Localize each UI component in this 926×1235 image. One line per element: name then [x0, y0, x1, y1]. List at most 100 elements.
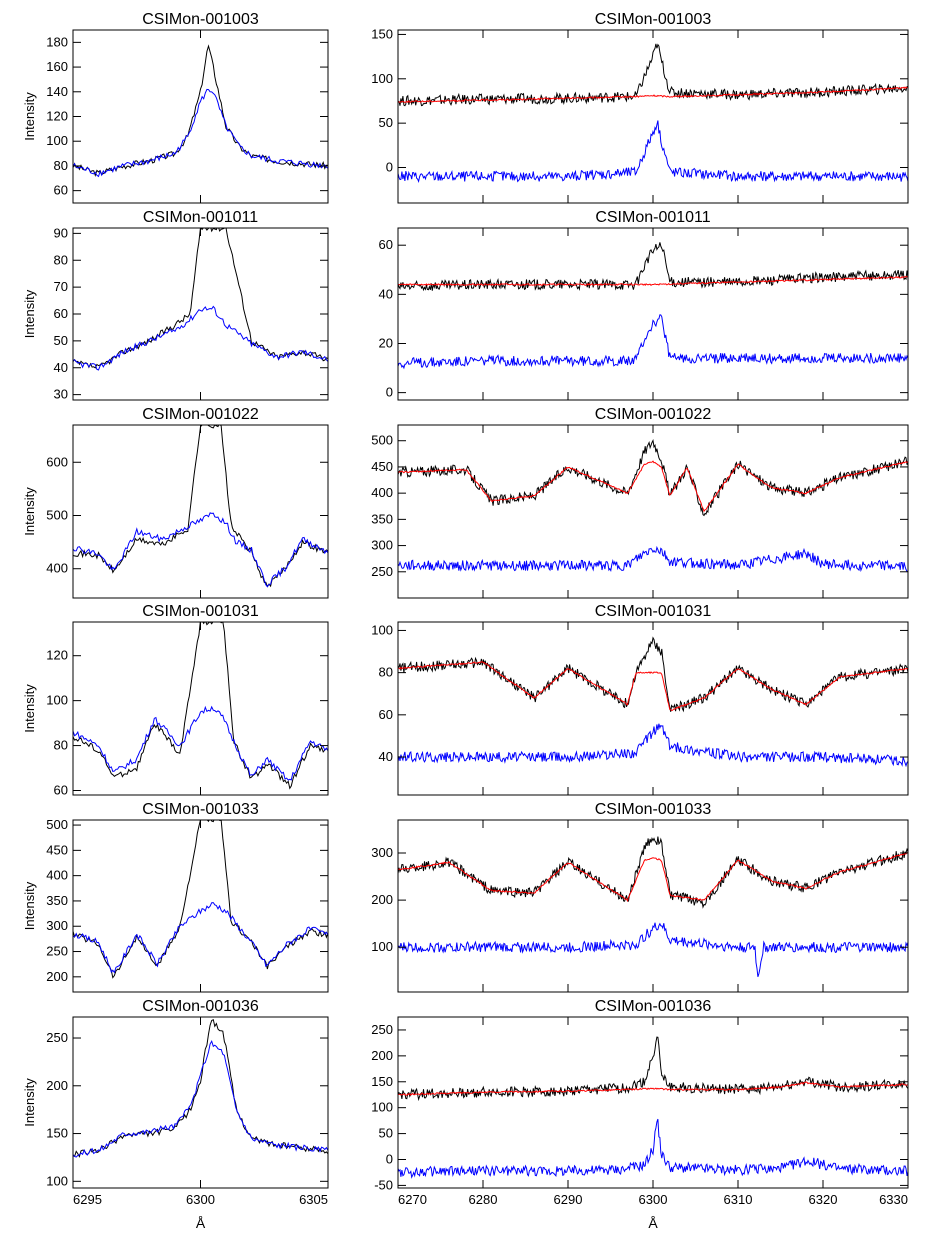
panel-title: CSIMon-001022: [142, 406, 259, 423]
series-line-3: [398, 314, 908, 370]
y-tick-label: 100: [46, 1173, 68, 1188]
y-tick-label: 300: [371, 538, 393, 553]
plot-frame: [397, 424, 909, 599]
x-axis-label-right: Å: [648, 1215, 658, 1231]
y-tick-label: 40: [379, 749, 393, 764]
panel-12: CSIMon-001036 -50 0 50 100 150 200 250 6270 6280 6…: [371, 998, 909, 1207]
y-tick-label: 500: [371, 433, 393, 448]
panel-4: CSIMon-001011 0 20 40 60: [379, 209, 909, 401]
y-tick-label: 120: [46, 109, 68, 124]
panel-title: CSIMon-001031: [142, 603, 259, 620]
plot-frame: [72, 227, 329, 401]
y-tick-label: 70: [54, 279, 68, 294]
y-tick-label: 20: [379, 335, 393, 350]
series-line-1: [398, 1036, 908, 1102]
panel-10: CSIMon-001033 100 200 300: [371, 801, 909, 993]
y-tick-label: 40: [379, 286, 393, 301]
y-tick-label: 250: [371, 564, 393, 579]
panel-9: CSIMon-001033 200 250 300 350 400 450 500 Intens…: [22, 801, 329, 993]
panel-6: CSIMon-001022 250 300 350 400 450 500: [371, 406, 909, 599]
y-axis-label: Intensity: [22, 289, 37, 338]
y-tick-label: 100: [46, 133, 68, 148]
plot-frame: [72, 819, 329, 993]
y-tick-label: 60: [54, 783, 68, 798]
plot-frame: [397, 1016, 909, 1189]
series-line-2: [73, 902, 328, 974]
y-tick-label: 150: [46, 1126, 68, 1141]
x-tick-label: 6300: [186, 1192, 215, 1207]
plot-frame: [72, 621, 329, 796]
y-tick-label: 90: [54, 225, 68, 240]
y-tick-label: 160: [46, 59, 68, 74]
series-line-1: [73, 1018, 328, 1158]
x-tick-label: 6290: [554, 1192, 583, 1207]
plot-frame: [72, 29, 329, 204]
x-tick-label: 6310: [724, 1192, 753, 1207]
panel-title: CSIMon-001022: [595, 406, 712, 423]
y-tick-label: 100: [371, 71, 393, 86]
series-line-2: [73, 88, 328, 178]
y-tick-label: 80: [54, 252, 68, 267]
panel-title: CSIMon-001036: [142, 998, 259, 1015]
series-line-2: [398, 852, 908, 903]
y-tick-label: 60: [379, 237, 393, 252]
series-line-1: [398, 439, 908, 517]
y-tick-label: 60: [54, 306, 68, 321]
panel-11: CSIMon-001036 100 150 200 250 6295 6300 6305 Int…: [22, 998, 329, 1207]
series-line-2: [73, 305, 328, 371]
y-tick-label: 50: [54, 333, 68, 348]
x-tick-label: 6305: [299, 1192, 328, 1207]
panel-title: CSIMon-001003: [595, 11, 712, 28]
series-line-3: [398, 1118, 908, 1179]
y-tick-label: 300: [371, 845, 393, 860]
series-line-2: [398, 460, 908, 513]
series-line-1: [73, 622, 328, 790]
y-tick-label: 150: [371, 26, 393, 41]
y-tick-label: 350: [46, 893, 68, 908]
panel-2: CSIMon-001003 0 50 100 150: [371, 11, 909, 204]
y-tick-label: 600: [46, 454, 68, 469]
x-tick-label: 6295: [73, 1192, 102, 1207]
y-tick-label: 80: [54, 158, 68, 173]
y-tick-label: 50: [379, 115, 393, 130]
panel-title: CSIMon-001003: [142, 11, 259, 28]
y-tick-label: 350: [371, 511, 393, 526]
y-tick-label: -50: [374, 1177, 393, 1192]
y-tick-label: 450: [46, 842, 68, 857]
series-line-1: [398, 636, 908, 713]
series-line-1: [73, 44, 328, 177]
y-tick-label: 50: [379, 1126, 393, 1141]
y-tick-label: 40: [54, 360, 68, 375]
x-tick-label: 6280: [469, 1192, 498, 1207]
series-line-2: [398, 661, 908, 711]
series-line-2: [73, 512, 328, 588]
series-line-3: [398, 545, 908, 573]
panel-7: CSIMon-001031 60 80 100 120 Intensity: [22, 603, 329, 798]
series-line-1: [398, 43, 908, 107]
panel-8: CSIMon-001031 40 60 80 100: [371, 603, 909, 796]
plot-frame: [397, 819, 909, 993]
y-tick-label: 60: [54, 183, 68, 198]
panel-5: CSIMon-001022 400 500 600 Intensity: [22, 406, 329, 599]
y-tick-label: 0: [386, 385, 393, 400]
y-tick-label: 500: [46, 507, 68, 522]
series-line-3: [398, 723, 908, 768]
series-line-1: [398, 836, 908, 909]
y-tick-label: 180: [46, 34, 68, 49]
plot-frame: [72, 1016, 329, 1189]
series-line-1: [73, 820, 328, 979]
plot-frame: [397, 227, 909, 401]
panel-1: CSIMon-001003 60 80 100 120 140 160 180 Intensit…: [22, 11, 329, 204]
series-line-2: [398, 275, 908, 287]
x-tick-label: 6300: [639, 1192, 668, 1207]
y-axis-label: Intensity: [22, 684, 37, 733]
panel-title: CSIMon-001036: [595, 998, 712, 1015]
y-axis-label: Intensity: [22, 487, 37, 536]
y-tick-label: 0: [386, 160, 393, 175]
y-axis-label: Intensity: [22, 881, 37, 930]
y-tick-label: 400: [46, 561, 68, 576]
plot-frame: [72, 424, 329, 599]
y-tick-label: 250: [46, 1030, 68, 1045]
panel-title: CSIMon-001011: [595, 209, 710, 226]
